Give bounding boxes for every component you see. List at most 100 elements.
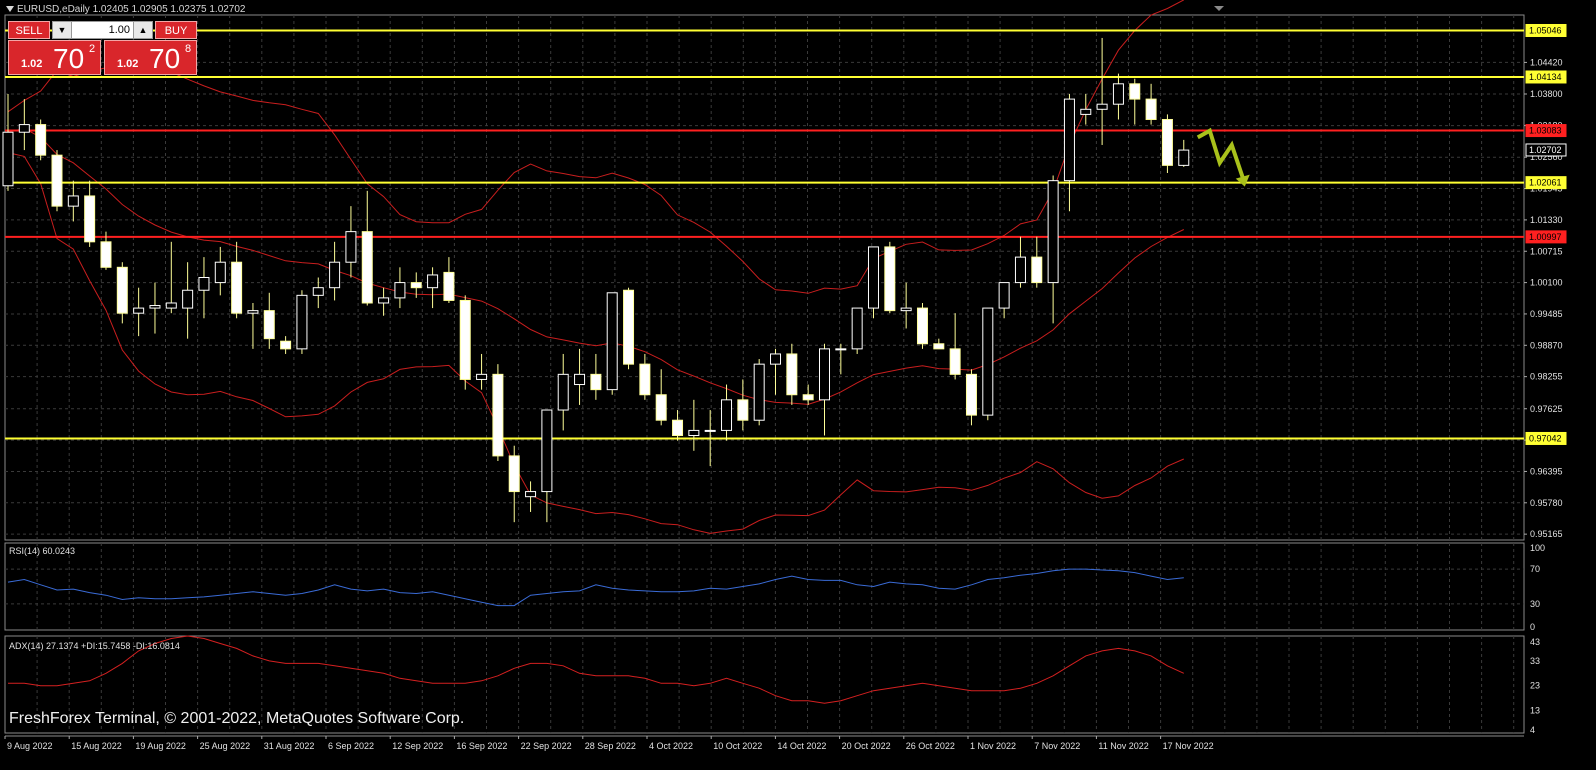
candle-body — [835, 348, 847, 351]
candle-body — [1063, 98, 1075, 182]
date-tick-label: 25 Aug 2022 — [200, 741, 251, 751]
level-label-support: 1.04134 — [1529, 72, 1562, 82]
candle-body — [35, 124, 47, 156]
candle-body — [1145, 98, 1157, 120]
sell-price-big: 70 — [53, 43, 85, 74]
price-tick-label: 0.99485 — [1530, 309, 1563, 319]
date-tick-label: 22 Sep 2022 — [521, 741, 572, 751]
level-label-support: 1.02061 — [1529, 178, 1562, 188]
candle-body — [574, 373, 586, 386]
adx-tick-label: 33 — [1530, 656, 1540, 666]
candle-body — [133, 307, 145, 314]
candle-body — [982, 307, 994, 416]
candle-body — [949, 348, 961, 375]
candle-body — [149, 305, 161, 309]
candle-body — [606, 292, 618, 391]
price-tick-label: 0.95780 — [1530, 498, 1563, 508]
date-tick-label: 10 Oct 2022 — [713, 741, 762, 751]
date-tick-label: 12 Sep 2022 — [392, 741, 443, 751]
price-tick-label: 1.01330 — [1530, 215, 1563, 225]
candle-body — [84, 195, 96, 243]
buy-price-big: 70 — [149, 43, 181, 74]
rsi-tick-label: 70 — [1530, 564, 1540, 574]
candle-body — [67, 195, 79, 207]
candle-body — [655, 394, 667, 421]
sell-price-prefix: 1.02 — [21, 58, 43, 70]
symbol-dropdown-icon[interactable] — [6, 6, 14, 13]
candle-body — [525, 491, 537, 498]
date-tick-label: 26 Oct 2022 — [906, 741, 955, 751]
candle-body — [1161, 118, 1173, 166]
price-tick-label: 0.95165 — [1530, 529, 1563, 539]
lot-size-stepper[interactable]: ▼ 1.00 ▲ — [52, 21, 153, 39]
candle-body — [378, 297, 390, 304]
sell-button[interactable]: SELL — [8, 21, 50, 39]
date-tick-label: 9 Aug 2022 — [7, 741, 53, 751]
bollinger-lower-band — [7, 152, 1185, 534]
candle-body — [770, 353, 782, 365]
candle-body — [296, 294, 308, 350]
candle-body — [508, 455, 520, 493]
candle-body — [182, 289, 194, 309]
candle-body — [541, 409, 553, 493]
copyright-text: FreshForex Terminal, © 2001-2022, MetaQu… — [9, 710, 465, 727]
candle-body — [704, 429, 716, 432]
candle-body — [443, 271, 455, 301]
candle-body — [394, 282, 406, 299]
date-tick-label: 20 Oct 2022 — [842, 741, 891, 751]
price-tick-label: 0.98870 — [1530, 340, 1563, 350]
candle-body — [1047, 180, 1059, 284]
price-tick-label: 0.96395 — [1530, 466, 1563, 476]
rsi-line — [7, 568, 1184, 607]
date-tick-label: 14 Oct 2022 — [777, 741, 826, 751]
level-label-box — [1525, 70, 1567, 84]
buy-price-button[interactable]: 1.02 70 8 — [104, 40, 197, 75]
candle-body — [476, 373, 488, 380]
date-tick-label: 6 Sep 2022 — [328, 741, 374, 751]
adx-tick-label: 4 — [1530, 725, 1535, 735]
lot-increase-icon[interactable]: ▲ — [133, 22, 152, 38]
candle-body — [1014, 256, 1026, 284]
date-tick-label: 4 Oct 2022 — [649, 741, 693, 751]
adx-line — [8, 635, 1185, 704]
lot-size-input[interactable]: 1.00 — [108, 24, 130, 36]
price-tick-label: 1.03800 — [1530, 89, 1563, 99]
adx-tick-label: 43 — [1530, 637, 1540, 647]
buy-button[interactable]: BUY — [155, 21, 197, 39]
buy-price-prefix: 1.02 — [117, 58, 139, 70]
chart-title-text: EURUSD,eDaily 1.02405 1.02905 1.02375 1.… — [17, 4, 246, 15]
one-click-trading-panel: SELL ▼ 1.00 ▲ BUY 1.02 70 2 1.02 70 8 — [8, 21, 197, 75]
price-tick-label: 1.00715 — [1530, 246, 1563, 256]
level-label-resistance: 1.03083 — [1529, 126, 1562, 136]
candle-body — [214, 261, 226, 284]
candle-body — [247, 310, 259, 314]
rsi-tick-label: 30 — [1530, 599, 1540, 609]
pane-frame-1 — [4, 542, 1525, 631]
chart-title: EURUSD,eDaily 1.02405 1.02905 1.02375 1.… — [6, 4, 246, 15]
candle-body — [672, 419, 684, 437]
price-tick-label: 0.97625 — [1530, 404, 1563, 414]
level-label-support: 1.05046 — [1529, 25, 1562, 35]
lot-decrease-icon[interactable]: ▼ — [53, 22, 72, 38]
level-label-box — [1525, 143, 1567, 157]
forecast-arrowhead-icon — [1235, 174, 1250, 187]
candle-body — [867, 246, 879, 309]
level-label-box — [1525, 176, 1567, 190]
adx-tick-label: 23 — [1530, 681, 1540, 691]
rsi-tick-label: 100 — [1530, 543, 1545, 553]
date-tick-label: 7 Nov 2022 — [1034, 741, 1080, 751]
date-tick-label: 31 Aug 2022 — [264, 741, 315, 751]
candle-body — [2, 131, 14, 187]
candle-body — [802, 394, 814, 401]
candle-body — [329, 261, 341, 289]
sell-price-button[interactable]: 1.02 70 2 — [8, 40, 101, 75]
adx-tick-label: 13 — [1530, 706, 1540, 716]
candle-body — [410, 282, 422, 289]
candle-body — [231, 261, 243, 314]
candle-body — [1031, 256, 1043, 284]
pane-frame-2 — [4, 635, 1525, 734]
candle-body — [851, 307, 863, 350]
candle-body — [1178, 149, 1190, 166]
